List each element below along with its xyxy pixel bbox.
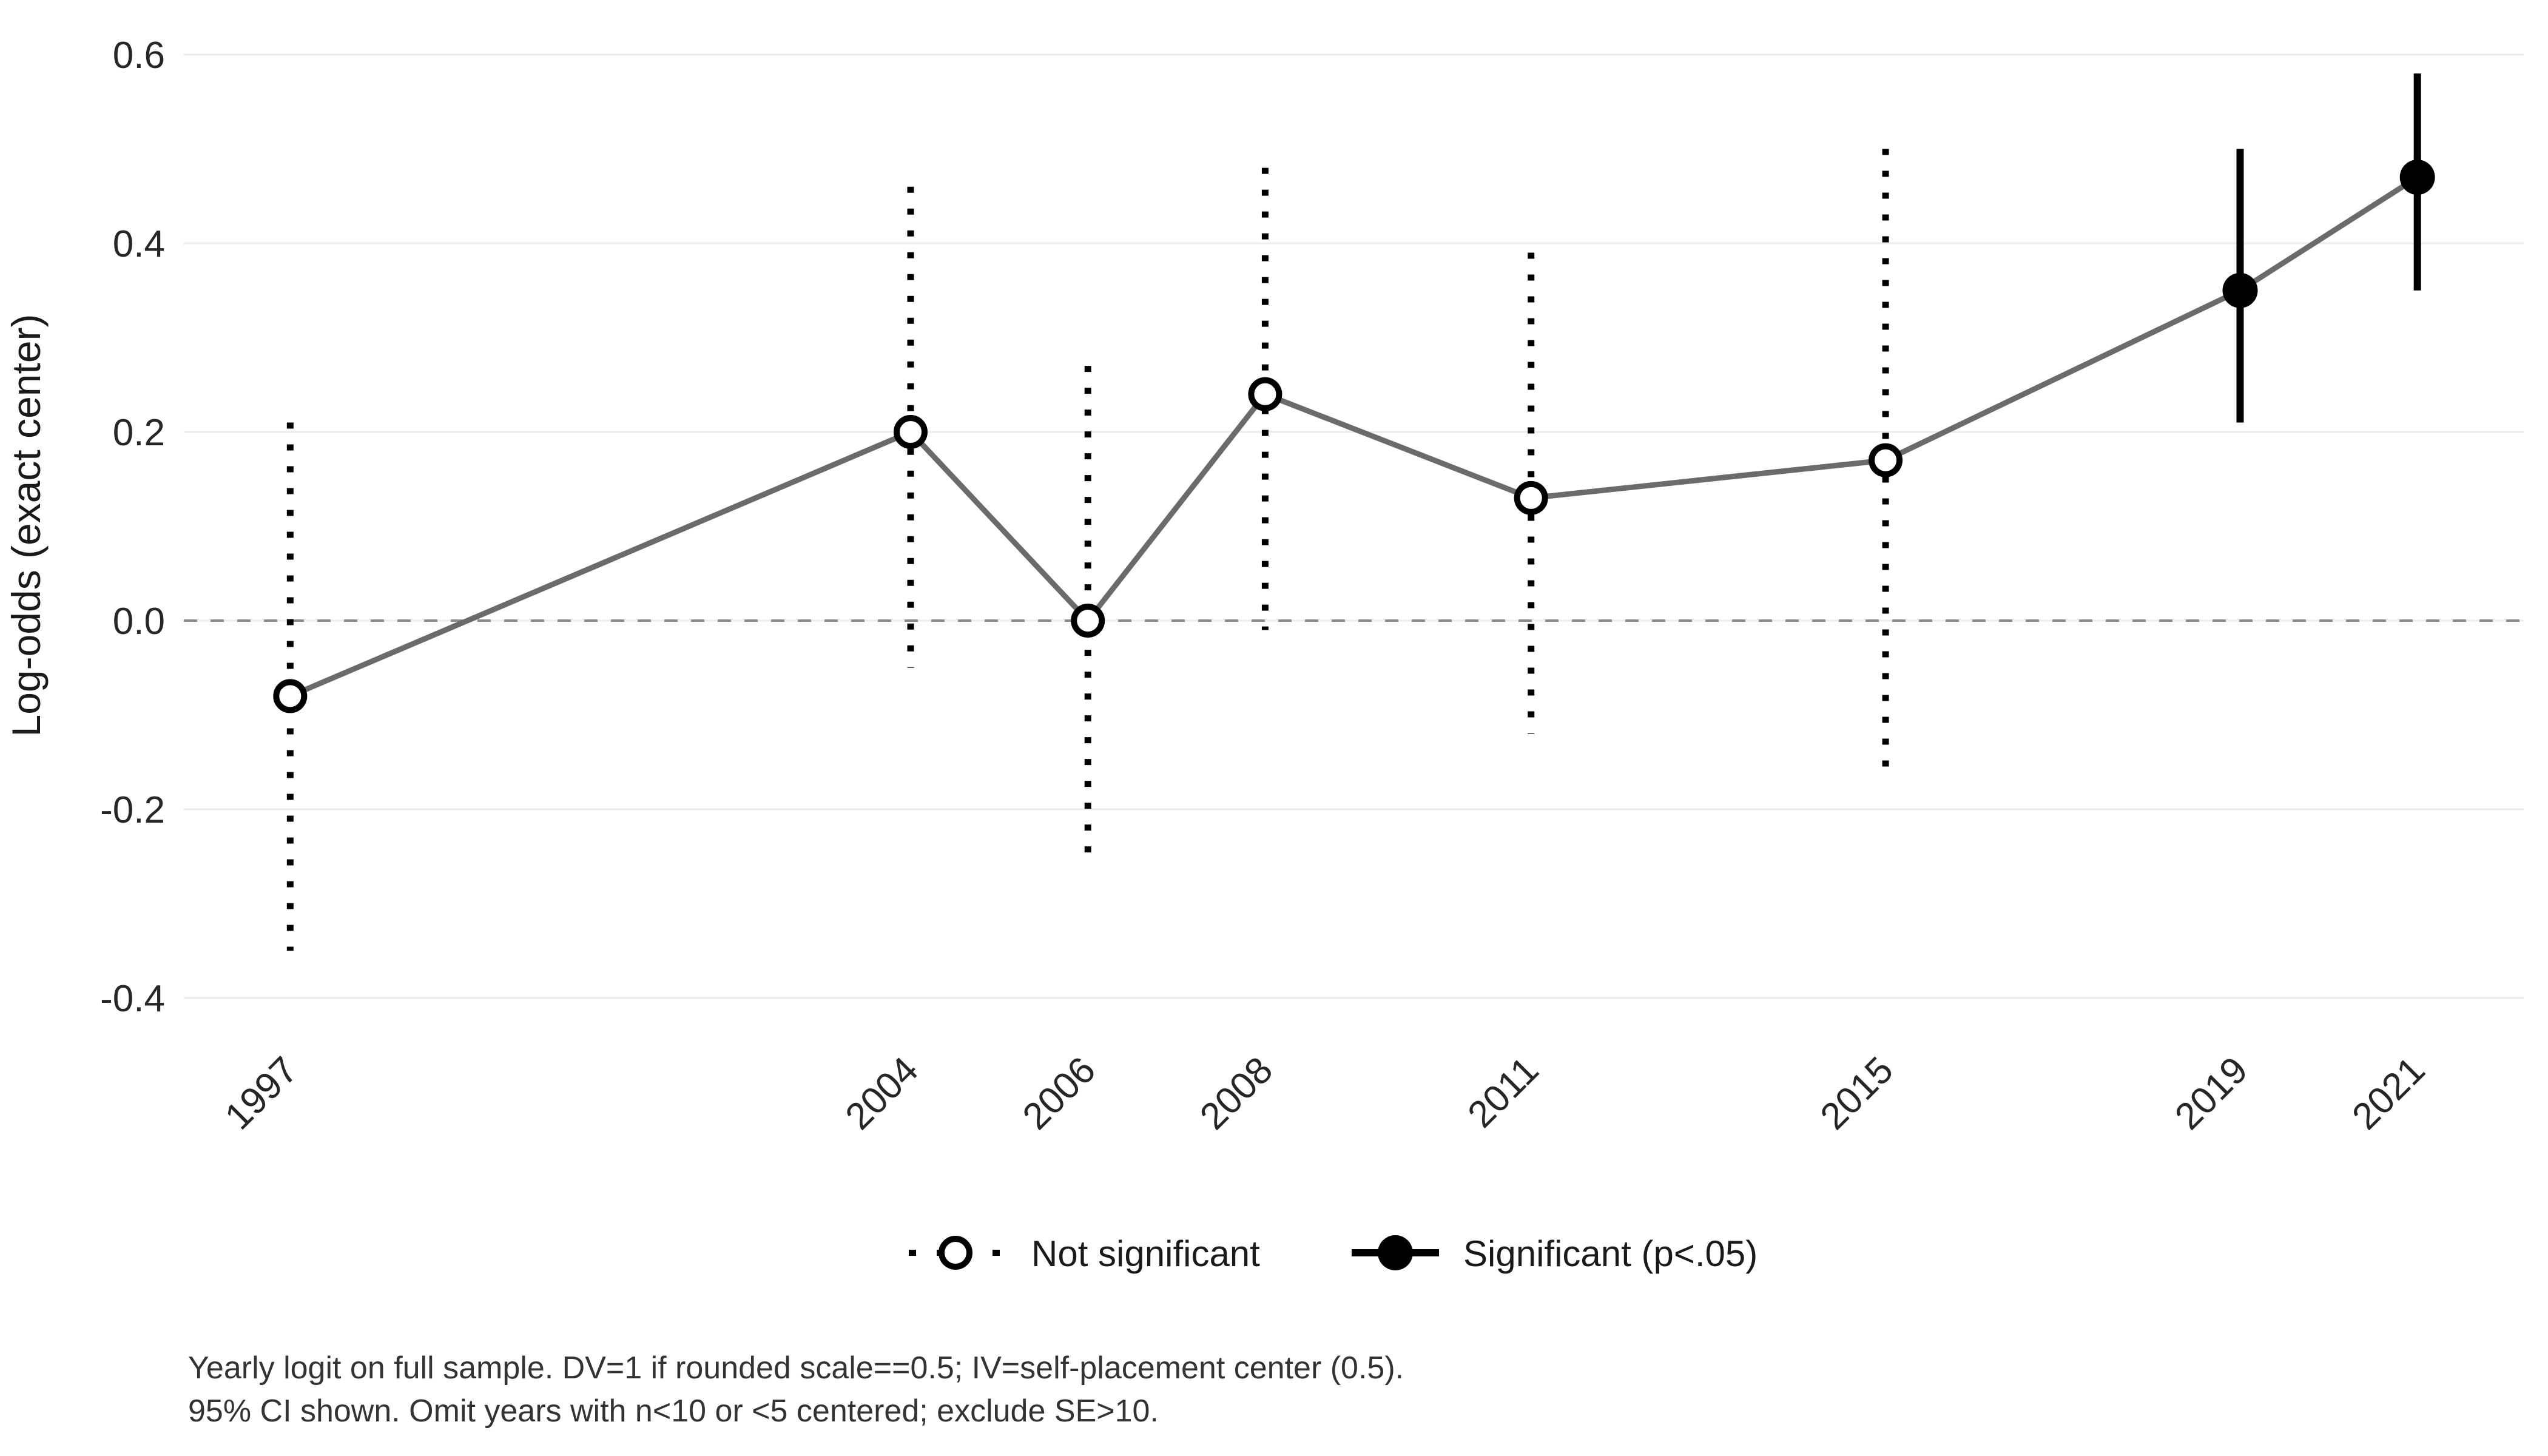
x-tick-label: 2006 [1015, 1049, 1104, 1138]
x-tick-label: 2011 [1460, 1049, 1547, 1136]
point-significant [2222, 272, 2258, 308]
caption-line-1: Yearly logit on full sample. DV=1 if rou… [188, 1350, 1404, 1386]
legend-label-significant: Significant (p<.05) [1463, 1233, 1758, 1274]
y-tick-label: 0.2 [113, 412, 165, 454]
x-tick-label: 2015 [1813, 1049, 1901, 1138]
point-not-significant [1071, 604, 1105, 638]
point-not-significant [273, 679, 308, 713]
y-axis-tick-labels: -0.4 -0.2 0.0 0.2 0.4 0.6 [100, 35, 165, 1020]
y-tick-label: 0.0 [113, 601, 165, 642]
gridlines [184, 53, 2524, 999]
y-tick-label: -0.4 [100, 978, 165, 1020]
x-tick-label: 2004 [838, 1049, 926, 1138]
data-points [273, 160, 2435, 713]
y-tick-label: 0.6 [113, 35, 165, 76]
y-tick-label: 0.4 [113, 223, 165, 265]
legend-entry-not-significant: Not significant [909, 1233, 1260, 1274]
x-tick-label: 1997 [217, 1049, 306, 1138]
point-not-significant [1869, 443, 1903, 477]
open-circle-key-icon [939, 1236, 972, 1270]
confidence-interval-bars [286, 73, 2421, 951]
legend-label-not-significant: Not significant [1031, 1233, 1260, 1274]
trend-line [289, 175, 2419, 699]
caption-line-2: 95% CI shown. Omit years with n<10 or <5… [188, 1394, 1159, 1429]
x-axis-tick-labels: 1997 2004 2006 2008 2011 2015 2019 2021 [217, 1049, 2433, 1138]
y-axis-title: Log-odds (exact center) [4, 314, 49, 736]
filled-circle-key-icon [1378, 1235, 1413, 1270]
x-tick-label: 2008 [1192, 1049, 1281, 1138]
point-not-significant [894, 415, 928, 449]
point-significant [2399, 160, 2435, 195]
legend-entry-significant: Significant (p<.05) [1352, 1233, 1758, 1274]
x-tick-label: 2021 [2344, 1049, 2433, 1138]
x-tick-label: 2019 [2167, 1049, 2256, 1138]
legend: Not significant Significant (p<.05) [909, 1233, 1758, 1274]
point-not-significant [1248, 377, 1282, 411]
y-tick-label: -0.2 [100, 789, 165, 831]
point-not-significant [1514, 480, 1548, 515]
